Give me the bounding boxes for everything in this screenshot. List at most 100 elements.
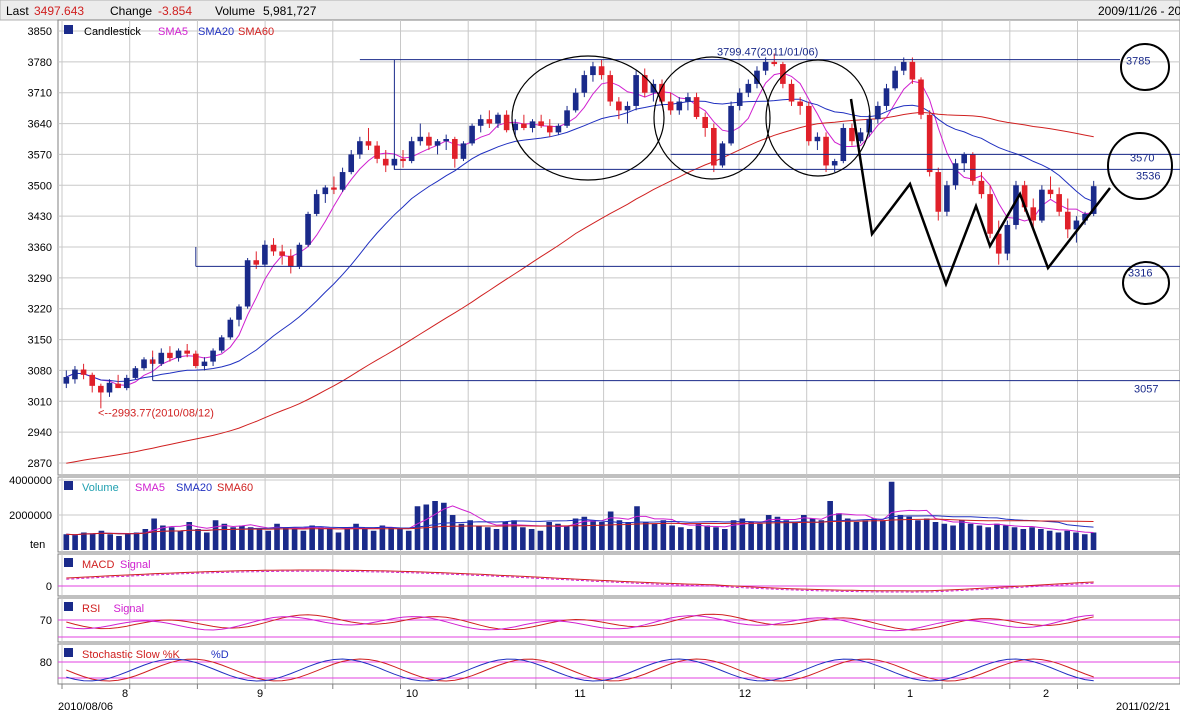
volume-bar — [853, 522, 860, 550]
level-label: 3536 — [1136, 170, 1160, 182]
candle — [218, 335, 225, 353]
candle-body — [780, 64, 786, 84]
candle-body — [503, 114, 510, 131]
legend-entry: SMA60 — [238, 26, 274, 38]
candle — [978, 172, 985, 199]
volume-bar — [739, 518, 746, 550]
candle-body — [374, 145, 380, 159]
volume-bar — [247, 527, 254, 550]
level-circle — [1122, 261, 1170, 305]
change-label: Change — [110, 4, 152, 18]
candle — [1047, 176, 1054, 199]
volume-bar — [888, 481, 895, 550]
candle — [313, 189, 320, 217]
candle-body — [754, 70, 760, 84]
volume-bar — [581, 516, 588, 550]
candle — [1039, 185, 1045, 223]
candle — [227, 317, 234, 340]
candle — [63, 370, 70, 389]
candle-body — [840, 127, 847, 162]
candle-body — [287, 255, 294, 267]
indicator-tick-label: 0 — [46, 581, 52, 593]
candle-body — [521, 123, 527, 128]
candle-body — [495, 114, 501, 124]
legend-entry: Signal — [114, 603, 145, 615]
candle — [909, 57, 916, 84]
candle — [797, 97, 803, 115]
candle — [1064, 198, 1071, 239]
candle — [538, 114, 544, 128]
volume-bar — [300, 530, 307, 550]
volume-bar — [836, 513, 842, 550]
candle — [926, 110, 933, 177]
volume-bar — [221, 523, 228, 550]
candle-body — [555, 125, 562, 133]
candle-body — [244, 260, 251, 307]
candle-body — [970, 154, 976, 181]
candle-body — [788, 83, 795, 102]
candle-body — [952, 163, 959, 186]
volume-bar — [563, 525, 570, 550]
candle — [279, 244, 285, 265]
end-date: 2011/02/21 — [1116, 701, 1170, 713]
volume-bar — [239, 525, 245, 550]
candle-body — [624, 105, 631, 111]
level-label: 3570 — [1130, 152, 1154, 164]
candle — [141, 357, 147, 371]
candle-body — [477, 119, 484, 126]
y-tick-label: 3220 — [28, 304, 52, 316]
candle — [711, 123, 717, 173]
candle-body — [132, 368, 139, 378]
candle — [365, 127, 372, 151]
candle-body — [1047, 189, 1054, 195]
legend-entry: MACD — [82, 559, 114, 571]
candle-body — [641, 75, 648, 93]
volume-bar — [976, 525, 983, 550]
volume-legend: Volume SMA5 SMA20 SMA60 — [64, 481, 253, 494]
stochastic-panel — [57, 643, 1180, 685]
pattern-overlays: 3785 3570 3536 3316 3057 <--2993.77(2010/08/1… — [98, 43, 1180, 419]
candlestick-legend-swatch — [64, 25, 73, 34]
candle-body — [598, 66, 605, 76]
candle — [736, 88, 743, 111]
candle-body — [1013, 185, 1019, 225]
volume-bar — [230, 527, 236, 550]
candle-body — [1073, 220, 1080, 230]
candle-body — [227, 319, 234, 338]
volume-bar — [344, 527, 351, 550]
volume-bar — [959, 520, 965, 550]
candle — [400, 150, 406, 168]
volume-bar — [572, 518, 579, 550]
y-tick-label: 3850 — [28, 26, 52, 38]
volume-bar — [353, 523, 359, 550]
candle-body — [538, 121, 544, 126]
candle-body — [72, 369, 78, 380]
round-top-circle — [511, 55, 665, 181]
candle — [762, 57, 769, 76]
y-tick-label: 3150 — [28, 335, 52, 347]
indicator-legend-swatch — [64, 648, 73, 657]
volume-bar — [994, 523, 1000, 550]
volume-bar — [599, 522, 605, 550]
volume-bar — [1055, 532, 1062, 550]
volume-bar — [265, 530, 272, 550]
candle — [512, 119, 519, 137]
x-tick-label: 9 — [257, 688, 263, 700]
volume-bar — [63, 534, 70, 550]
candle — [590, 61, 596, 82]
candle-body — [1064, 211, 1071, 230]
candle — [296, 242, 303, 270]
legend-entry: SMA5 — [135, 482, 165, 494]
volume-bar — [397, 529, 403, 550]
candle — [840, 123, 847, 164]
candle — [702, 112, 708, 137]
x-tick-label: 1 — [907, 688, 913, 700]
volume-bar — [809, 518, 816, 550]
candle — [434, 139, 441, 155]
volume-bar — [72, 535, 78, 550]
y-tick-label: 3080 — [28, 365, 52, 377]
candle — [98, 383, 104, 409]
candle-body — [702, 116, 708, 128]
candle-body — [98, 385, 104, 393]
candle-body — [659, 83, 665, 102]
